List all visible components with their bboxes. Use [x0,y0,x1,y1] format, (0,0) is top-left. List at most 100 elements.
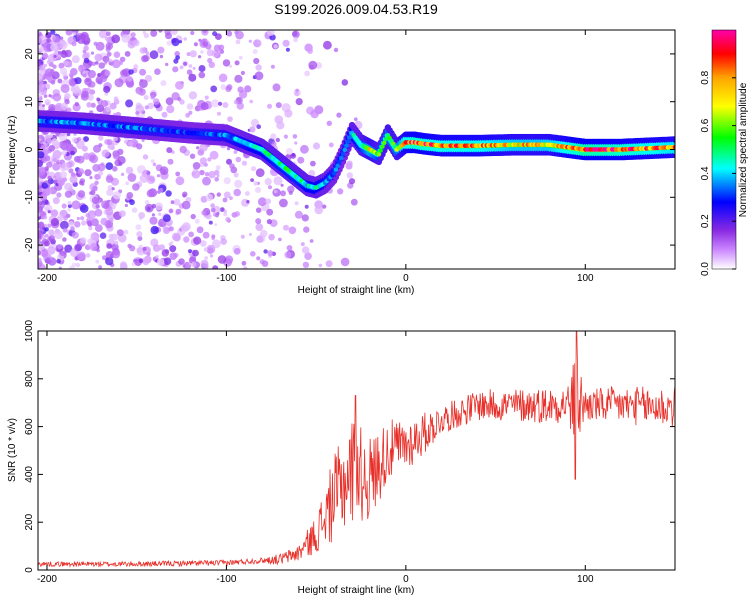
noise-blob [179,65,184,70]
noise-blob [168,208,174,214]
noise-blob [203,247,208,252]
noise-blob [123,229,129,235]
noise-blob [256,124,262,129]
y-tick-label: 200 [24,513,35,530]
noise-blob [135,111,140,115]
noise-blob [119,210,126,218]
noise-blob [268,233,275,241]
noise-blob [186,52,191,57]
noise-blob [56,192,62,198]
noise-blob [162,226,166,230]
noise-blob [95,259,100,264]
noise-blob [44,68,54,77]
noise-blob [304,70,310,77]
noise-blob [188,110,193,115]
noise-blob [169,245,177,253]
noise-blob [341,79,349,86]
noise-blob [47,210,51,214]
noise-blob [47,175,52,181]
noise-blob [292,134,298,139]
y-tick-label: -10 [24,190,35,205]
noise-blob [80,216,85,221]
noise-blob [266,219,272,225]
ridge-core [340,152,346,157]
noise-blob [337,188,344,195]
noise-blob [68,72,74,78]
noise-blob [74,101,80,107]
noise-blob [79,237,87,244]
noise-blob [89,176,93,180]
noise-blob [303,226,310,233]
noise-blob [301,246,310,254]
noise-blob [119,261,127,269]
noise-blob [79,204,89,213]
noise-blob [312,142,321,150]
noise-blob [223,212,228,217]
noise-blob [88,226,93,231]
noise-blob [60,36,64,40]
noise-blob [253,181,258,186]
noise-blob [282,39,290,47]
noise-blob [76,140,85,150]
noise-blob [170,30,178,35]
noise-blob [42,91,46,96]
noise-blob [174,51,180,57]
noise-blob [42,187,51,196]
noise-blob [38,102,41,107]
noise-blob [144,199,150,205]
spectrogram-ylabel: Frequency (Hz) [7,116,18,185]
noise-blob [124,51,131,57]
ridge-core [331,171,337,176]
noise-blob [105,251,114,259]
noise-blob [248,232,252,237]
noise-blob [293,37,299,43]
noise-blob [304,204,309,209]
noise-blob [255,64,262,71]
noise-blob [238,55,243,60]
noise-blob [76,137,82,142]
noise-blob [294,201,299,206]
noise-blob [307,48,313,54]
y-tick-label: 400 [24,466,35,483]
noise-blob [142,258,150,266]
noise-blob [52,35,60,44]
noise-blob [144,74,153,83]
noise-blob [126,192,134,199]
noise-blob [204,172,210,177]
noise-blob [223,177,231,185]
noise-blob [144,203,154,213]
snr-frame [37,330,676,571]
noise-blob [80,31,89,41]
figure-title: S199.2026.009.04.53.R19 [274,1,438,17]
noise-blob [241,160,247,166]
noise-blob [104,36,109,41]
noise-blob [183,236,190,243]
noise-blob [212,49,220,58]
noise-blob [111,187,115,191]
noise-blob [165,62,169,67]
noise-blob [45,258,51,264]
noise-blob [114,78,124,88]
y-tick-label: 600 [24,418,35,435]
noise-blob [70,86,76,92]
noise-blob [199,169,205,176]
noise-blob [325,260,333,268]
noise-blob [38,90,42,98]
noise-blob [202,41,209,47]
noise-blob [38,221,45,230]
noise-blob [253,57,260,65]
noise-blob [119,56,126,63]
noise-blob [336,112,342,118]
noise-blob [138,212,146,219]
noise-blob [220,238,227,245]
noise-blob [105,175,114,183]
y-tick-label: -20 [24,237,35,252]
x-tick-label: -100 [216,574,236,585]
noise-blob [283,134,288,139]
noise-blob [95,41,105,51]
noise-blob [192,66,196,70]
noise-blob [259,229,268,238]
noise-blob [254,71,264,81]
noise-blob [188,73,197,82]
noise-blob [212,239,221,249]
